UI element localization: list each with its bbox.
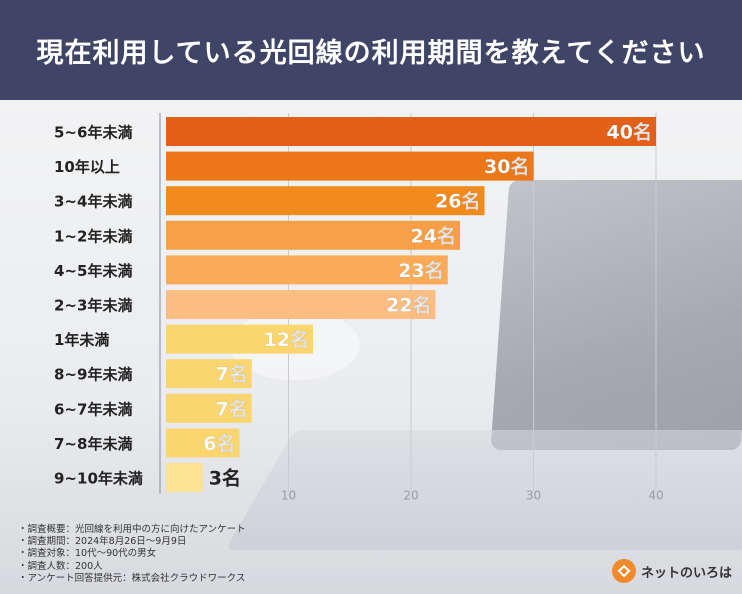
category-label: 8~9年未満 bbox=[54, 366, 132, 384]
logo-mark-icon bbox=[612, 559, 636, 583]
footnote-target: ・調査対象：10代～90代の男女 bbox=[18, 548, 157, 560]
category-label: 10年以上 bbox=[54, 158, 120, 176]
footnote-count: ・調査人数：200人 bbox=[18, 560, 103, 572]
bar bbox=[166, 255, 448, 285]
bar bbox=[166, 463, 203, 492]
data-label: 23名 bbox=[398, 259, 443, 282]
data-label: 7名 bbox=[216, 363, 248, 386]
category-label: 1年未満 bbox=[54, 331, 109, 349]
category-label: 2~3年未満 bbox=[54, 297, 132, 315]
category-label: 7~8年未満 bbox=[54, 435, 132, 453]
data-label: 3名 bbox=[209, 467, 241, 490]
brand-logo: ネットのいろは bbox=[612, 558, 732, 584]
data-label: 12名 bbox=[264, 328, 309, 351]
data-label: 24名 bbox=[411, 224, 456, 247]
logo-text: ネットのいろは bbox=[641, 565, 733, 581]
category-label: 3~4年未満 bbox=[54, 193, 132, 211]
survey-footnotes: ・調査概要：光回線を利用中の方に向けたアンケート ・調査期間：2024年8月26… bbox=[18, 524, 246, 585]
bar bbox=[166, 186, 485, 216]
x-tick-label: 20 bbox=[403, 489, 418, 503]
bar bbox=[166, 151, 534, 181]
category-label: 9~10年未満 bbox=[54, 470, 143, 488]
footnote-overview: ・調査概要：光回線を利用中の方に向けたアンケート bbox=[18, 524, 246, 535]
data-label: 26名 bbox=[435, 190, 480, 213]
data-label: 40名 bbox=[607, 121, 652, 144]
bar bbox=[166, 324, 313, 354]
x-tick-label: 30 bbox=[526, 489, 541, 503]
data-label: 7名 bbox=[216, 397, 248, 420]
bar bbox=[166, 117, 656, 146]
data-label: 22名 bbox=[386, 294, 431, 317]
data-label: 30名 bbox=[484, 155, 529, 178]
category-label: 1~2年未満 bbox=[54, 227, 132, 245]
x-tick-label: 10 bbox=[281, 489, 296, 503]
chart-title: 現在利用している光回線の利用期間を教えてください bbox=[0, 0, 742, 100]
bar bbox=[166, 428, 240, 458]
bar bbox=[166, 393, 252, 423]
x-tick-label: 40 bbox=[648, 489, 663, 503]
footnote-period: ・調査期間：2024年8月26日～9月9日 bbox=[18, 536, 187, 548]
category-label: 4~5年未満 bbox=[54, 262, 132, 280]
data-label: 6名 bbox=[203, 432, 235, 455]
bar bbox=[166, 220, 460, 250]
bar bbox=[166, 359, 252, 389]
background-photo bbox=[0, 100, 742, 594]
category-label: 6~7年未満 bbox=[54, 400, 132, 418]
footnote-source: ・アンケート回答提供元：株式会社クラウドワークス bbox=[18, 572, 246, 584]
category-label: 5~6年未満 bbox=[54, 124, 132, 142]
bar bbox=[166, 290, 436, 319]
